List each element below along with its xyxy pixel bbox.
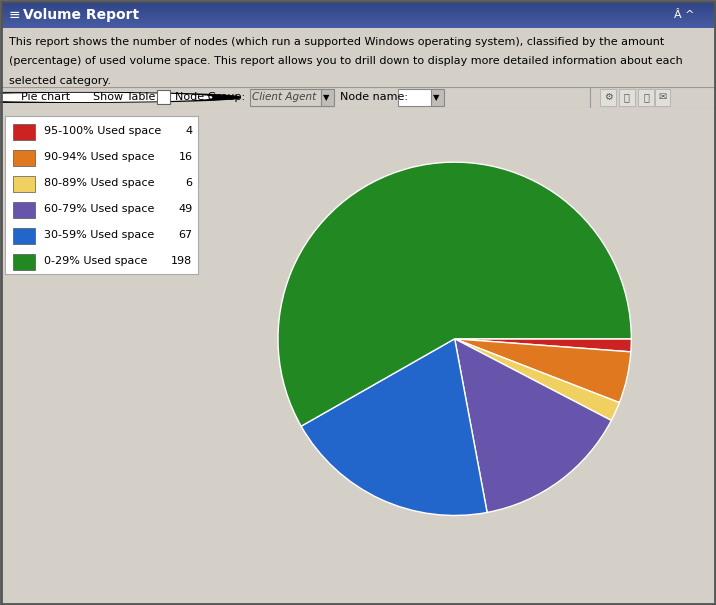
Text: Node name:: Node name:: [340, 93, 408, 102]
Bar: [1, 8, 715, 10]
Text: Â ^: Â ^: [674, 10, 695, 20]
Text: 4: 4: [185, 126, 193, 136]
Text: ▼: ▼: [323, 93, 329, 102]
FancyBboxPatch shape: [13, 254, 35, 270]
FancyBboxPatch shape: [321, 89, 334, 106]
Text: Node Group:: Node Group:: [175, 93, 246, 102]
Text: ≡: ≡: [9, 8, 20, 22]
Bar: [1, 13, 715, 14]
FancyBboxPatch shape: [13, 202, 35, 218]
FancyBboxPatch shape: [13, 176, 35, 192]
Wedge shape: [455, 339, 632, 352]
Text: 80-89% Used space: 80-89% Used space: [44, 178, 154, 188]
Text: (percentage) of used volume space. This report allows you to drill down to displ: (percentage) of used volume space. This …: [9, 56, 682, 66]
Bar: [1, 27, 715, 28]
Bar: [1, 18, 715, 19]
Text: 6: 6: [185, 178, 193, 188]
Circle shape: [0, 93, 241, 102]
Text: Pie chart: Pie chart: [21, 93, 70, 102]
Wedge shape: [278, 162, 632, 426]
Bar: [1, 4, 715, 5]
Bar: [1, 6, 715, 7]
Text: 67: 67: [178, 231, 193, 240]
Bar: [1, 10, 715, 11]
Text: 💾: 💾: [624, 93, 630, 102]
Text: Show Table: Show Table: [92, 93, 155, 102]
FancyBboxPatch shape: [13, 150, 35, 166]
Wedge shape: [301, 339, 487, 515]
FancyBboxPatch shape: [157, 90, 170, 105]
Text: 30-59% Used space: 30-59% Used space: [44, 231, 154, 240]
Bar: [1, 16, 715, 18]
Text: 16: 16: [178, 152, 193, 162]
FancyBboxPatch shape: [619, 89, 634, 106]
Text: ✉: ✉: [659, 93, 667, 102]
FancyBboxPatch shape: [638, 89, 654, 106]
Text: 90-94% Used space: 90-94% Used space: [44, 152, 154, 162]
Text: This report shows the number of nodes (which run a supported Windows operating s: This report shows the number of nodes (w…: [9, 37, 664, 47]
FancyBboxPatch shape: [250, 89, 324, 106]
Text: ⚙: ⚙: [604, 93, 613, 102]
Text: 198: 198: [171, 257, 193, 266]
Bar: [1, 15, 715, 16]
Bar: [1, 20, 715, 21]
FancyBboxPatch shape: [398, 89, 432, 106]
Text: ▼: ▼: [432, 93, 439, 102]
FancyBboxPatch shape: [13, 228, 35, 244]
Circle shape: [0, 93, 170, 102]
FancyBboxPatch shape: [13, 124, 35, 140]
Circle shape: [0, 94, 141, 101]
Circle shape: [0, 94, 212, 101]
FancyBboxPatch shape: [654, 89, 670, 106]
Bar: [1, 7, 715, 8]
Circle shape: [0, 95, 84, 100]
Bar: [1, 5, 715, 6]
Text: selected category.: selected category.: [9, 76, 110, 86]
FancyBboxPatch shape: [601, 89, 616, 106]
Bar: [1, 19, 715, 20]
Wedge shape: [455, 339, 631, 402]
Bar: [1, 11, 715, 12]
Bar: [1, 25, 715, 26]
Text: 60-79% Used space: 60-79% Used space: [44, 204, 154, 214]
Bar: [1, 26, 715, 27]
Text: 95-100% Used space: 95-100% Used space: [44, 126, 161, 136]
Bar: [1, 12, 715, 13]
Text: Client Agent: Client Agent: [253, 93, 316, 102]
Text: 0-29% Used space: 0-29% Used space: [44, 257, 147, 266]
Text: 49: 49: [178, 204, 193, 214]
Bar: [1, 2, 715, 4]
Bar: [1, 14, 715, 15]
Wedge shape: [455, 339, 611, 512]
Text: Volume Report: Volume Report: [23, 8, 139, 22]
Bar: [1, 24, 715, 25]
Bar: [1, 21, 715, 22]
FancyBboxPatch shape: [431, 89, 444, 106]
Bar: [1, 22, 715, 24]
Text: 🖶: 🖶: [643, 93, 649, 102]
Wedge shape: [455, 339, 619, 420]
